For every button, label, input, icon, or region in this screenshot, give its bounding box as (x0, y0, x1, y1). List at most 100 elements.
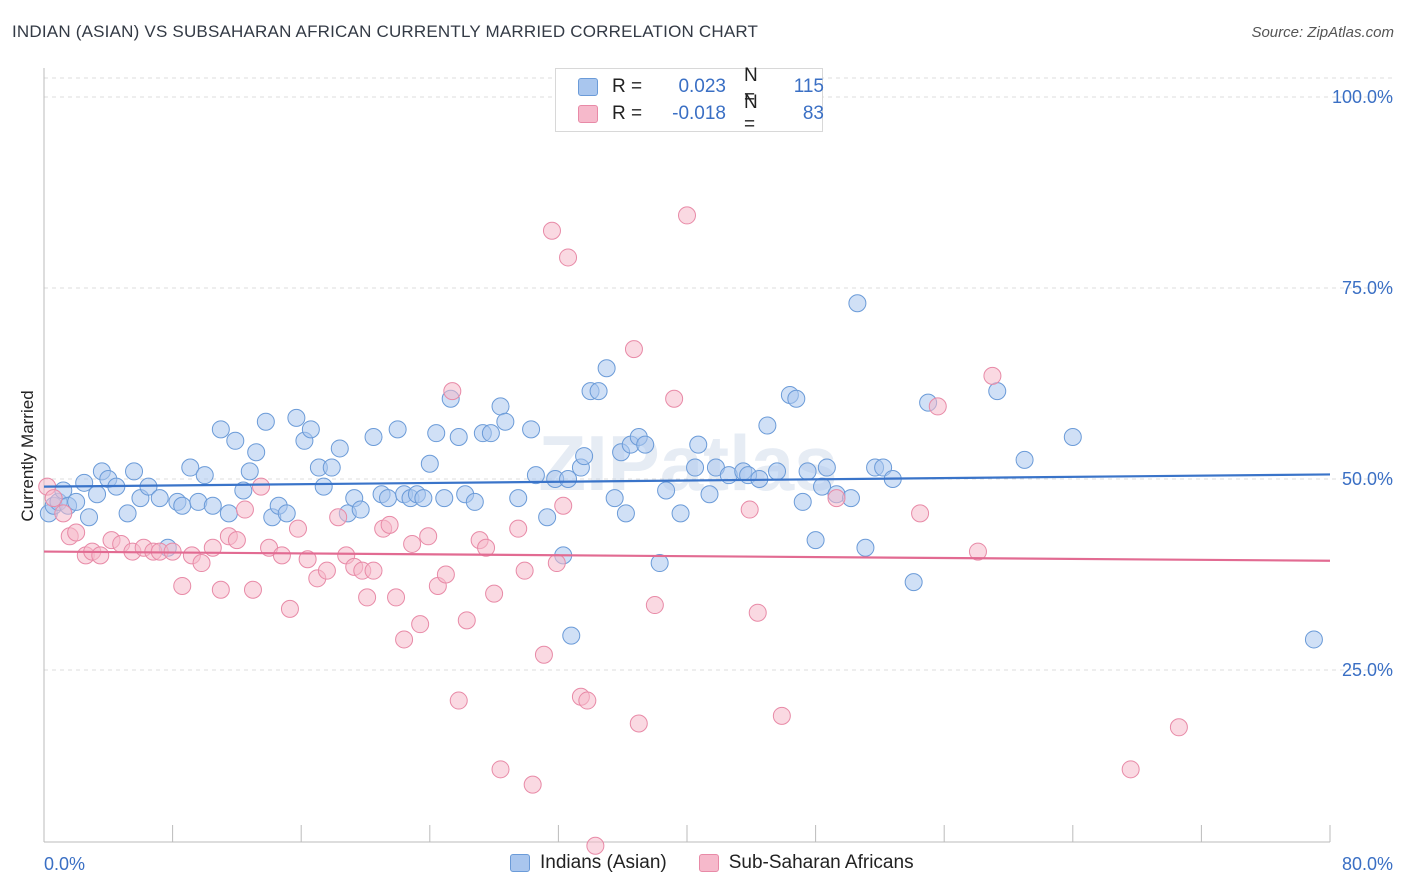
source-label: Source: ZipAtlas.com (1251, 24, 1394, 41)
african-point (252, 477, 271, 496)
indian-point (522, 420, 541, 439)
african-point (772, 706, 791, 725)
indian-point (758, 416, 777, 435)
african-point (748, 603, 767, 622)
indian-point (793, 492, 812, 511)
indian-point (125, 462, 144, 481)
indian-point (219, 504, 238, 523)
indian-point (874, 458, 893, 477)
n-label: N = (744, 65, 758, 108)
indian-point (768, 462, 787, 481)
indian-point (388, 420, 407, 439)
indian-point (67, 492, 86, 511)
y-axis-label: Currently Married (18, 390, 37, 522)
indian-point (203, 496, 222, 515)
indian-point (173, 496, 192, 515)
indian-point (526, 466, 545, 485)
x-tick-label: 0.0% (44, 854, 85, 874)
indian-point (575, 447, 594, 466)
y-tick-label: 100.0% (1332, 87, 1393, 107)
pink-swatch-icon (698, 854, 719, 872)
african-point (173, 576, 192, 595)
legend-item-indians[interactable]: Indians (Asian) (510, 852, 667, 874)
african-point (419, 527, 438, 546)
african-point (211, 580, 230, 599)
african-point (554, 496, 573, 515)
indian-point (150, 489, 169, 508)
african-point (559, 248, 578, 267)
indian-point (240, 462, 259, 481)
african-point (380, 515, 399, 534)
indian-point (1063, 427, 1082, 446)
african-point (515, 561, 534, 580)
y-tick-label: 50.0% (1342, 469, 1393, 489)
legend-item-africans[interactable]: Sub-Saharan Africans (698, 852, 914, 874)
indian-point (650, 554, 669, 573)
n-value: 115 (793, 76, 824, 97)
y-tick-label: 75.0% (1342, 278, 1393, 298)
african-point (358, 588, 377, 607)
indian-point (287, 408, 306, 427)
n-value: 83 (802, 103, 824, 124)
african-point (827, 489, 846, 508)
african-point (547, 554, 566, 573)
african-point (911, 504, 930, 523)
x-tick-label: 80.0% (1342, 854, 1393, 874)
indian-point (806, 531, 825, 550)
african-point (395, 630, 414, 649)
indian-trend-line (43, 473, 1331, 488)
blue-swatch-icon (578, 78, 598, 96)
indian-point (181, 458, 200, 477)
indian-point (491, 397, 510, 416)
african-point (983, 366, 1002, 385)
indian-point (314, 477, 333, 496)
african-point (329, 508, 348, 527)
indian-point (904, 573, 923, 592)
legend-label: Sub-Saharan Africans (728, 852, 914, 873)
indian-point (988, 382, 1007, 401)
indian-point (195, 466, 214, 485)
legend-label: Indians (Asian) (540, 852, 667, 873)
indian-point (301, 420, 320, 439)
indian-point (496, 412, 515, 431)
african-point (243, 580, 262, 599)
african-point (67, 523, 86, 542)
african-point (44, 489, 63, 508)
african-point (298, 550, 317, 569)
r-label: R = (612, 103, 643, 124)
legend-row-africans: R = -0.018 N = 83 (578, 92, 824, 135)
correlation-legend: R = 0.023 N = 115 R = -0.018 N = 83 (555, 65, 824, 135)
indian-point (449, 427, 468, 446)
african-point (523, 775, 542, 794)
indian-point (247, 443, 266, 462)
indian-point (813, 477, 832, 496)
chart-title: INDIAN (ASIAN) VS SUBSAHARAN AFRICAN CUR… (12, 22, 759, 41)
african-point (364, 561, 383, 580)
african-point (54, 504, 73, 523)
african-point (624, 340, 643, 359)
indian-point (616, 504, 635, 523)
indian-point (330, 439, 349, 458)
african-point (509, 519, 528, 538)
african-point (272, 546, 291, 565)
indian-point (351, 500, 370, 519)
indian-point (605, 489, 624, 508)
african-point (436, 565, 455, 584)
indian-point (509, 489, 528, 508)
indian-point (559, 470, 578, 488)
african-point (477, 538, 496, 557)
african-point (443, 382, 462, 401)
african-point (1169, 718, 1188, 737)
indian-point (226, 431, 245, 450)
indian-point (414, 489, 433, 508)
indian-point (817, 458, 836, 477)
series-legend: Indians (Asian) Sub-Saharan Africans (510, 852, 946, 874)
indian-point (211, 420, 230, 439)
indian-point (427, 424, 446, 443)
indian-point (481, 424, 500, 443)
indian-point (420, 454, 439, 473)
indian-point (856, 538, 875, 557)
blue-swatch-icon (510, 854, 530, 872)
indian-point (118, 504, 137, 523)
